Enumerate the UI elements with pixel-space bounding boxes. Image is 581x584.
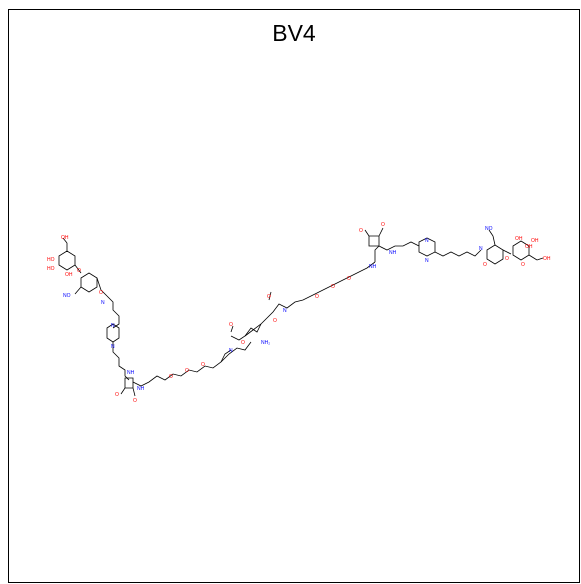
atom-nitrogen: N	[425, 258, 429, 264]
atom-oxygen: O	[241, 340, 245, 346]
atom-nitrogen: NH	[389, 250, 397, 256]
atom-oxygen: O	[169, 374, 173, 380]
atom-nitrogen: N	[425, 238, 429, 244]
atom-oxygen: OH	[65, 272, 73, 278]
atom-nitrogen: NH	[127, 370, 135, 376]
atom-oxygen: O	[185, 368, 189, 374]
bond-lines	[58, 227, 544, 397]
atom-oxygen: O	[77, 268, 81, 274]
left-sugar-ring	[58, 250, 76, 271]
atom-nitrogen: N	[479, 246, 483, 252]
atom-oxygen: HO	[47, 266, 55, 272]
right-squaramide-ring	[368, 235, 380, 247]
atom-oxygen: O	[359, 228, 363, 234]
atom-nitrogen: N	[101, 300, 105, 306]
atom-oxygen: O	[133, 398, 137, 404]
atom-oxygen: O	[115, 392, 119, 398]
atom-oxygen: O	[201, 362, 205, 368]
atom-oxygen: O	[267, 294, 271, 300]
atom-oxygen: O	[347, 276, 351, 282]
atom-nitrogen: NH	[137, 386, 145, 392]
atom-oxygen: O	[273, 318, 277, 324]
atom-oxygen: O	[315, 294, 319, 300]
left-benzene-ring	[80, 272, 98, 293]
atom-nitro: NO	[485, 226, 493, 232]
right-benzene-ring	[486, 244, 504, 265]
atom-oxygen: O	[521, 262, 525, 268]
atom-oxygen: OH	[525, 244, 533, 250]
atom-oxygen: OH	[531, 238, 539, 244]
molecule-structure: OH HO HO OH O NO O N N N NH O O NH O O O…	[47, 222, 551, 404]
atom-oxygen: HO	[47, 257, 55, 263]
atom-amino: NH₂	[261, 340, 270, 346]
atom-oxygen: O	[229, 322, 233, 328]
atom-oxygen: O	[331, 284, 335, 290]
atom-oxygen: O	[505, 256, 509, 262]
atom-oxygen: OH	[543, 256, 551, 262]
atom-nitro: NO	[63, 293, 71, 299]
atom-nitrogen: N	[283, 308, 287, 314]
atom-oxygen: OH	[61, 235, 69, 241]
atom-oxygen: O	[99, 290, 103, 296]
molecule-frame: BV4	[8, 9, 580, 583]
atom-labels: OH HO HO OH O NO O N N N NH O O NH O O O…	[47, 222, 551, 404]
left-piperazine-ring	[106, 323, 120, 343]
atom-nitrogen: N	[111, 323, 115, 329]
atom-oxygen: O	[381, 222, 385, 228]
atom-oxygen: O	[483, 262, 487, 268]
atom-nitrogen: N	[229, 348, 233, 354]
atom-oxygen: OH	[515, 236, 523, 242]
atom-nitrogen: NH	[369, 264, 377, 270]
molecule-title: BV4	[272, 20, 316, 46]
atom-nitrogen: N	[111, 344, 115, 350]
